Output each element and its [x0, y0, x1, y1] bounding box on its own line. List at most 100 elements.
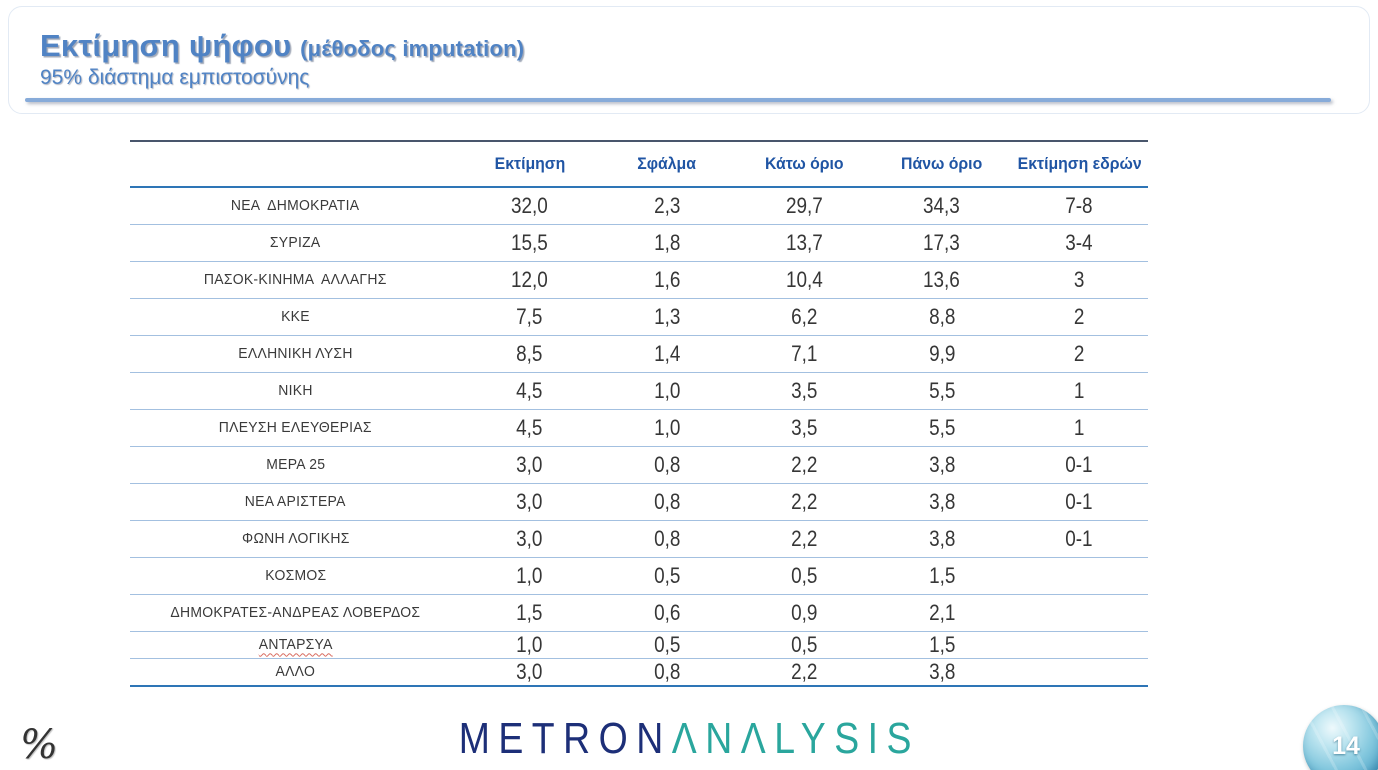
party-name: ΝΕΑ ΔΗΜΟΚΡΑΤΙΑ	[231, 196, 360, 214]
cell-value: 2	[1073, 303, 1085, 329]
value-cell: 15,5	[461, 224, 598, 261]
value-cell: 12,0	[461, 261, 598, 298]
cell-value: 4,5	[516, 377, 543, 403]
cell-value: 5,5	[928, 414, 955, 440]
value-cell: 5,5	[873, 409, 1010, 446]
value-cell: 1	[1011, 409, 1148, 446]
cell-value: 0,5	[791, 562, 818, 588]
value-cell: 2,1	[873, 594, 1010, 631]
title-underline-rule	[25, 98, 1331, 102]
page-number-badge: 14	[1303, 705, 1378, 770]
cell-value: 3,5	[791, 414, 818, 440]
value-cell: 5,5	[873, 372, 1010, 409]
metron-analysis-logo: METRONΛNΛLYSIS	[0, 714, 1378, 764]
cell-value: 8,5	[516, 340, 543, 366]
party-cell: ΑΛΛΟ	[130, 658, 461, 686]
value-cell: 0-1	[1011, 446, 1148, 483]
value-cell: 13,7	[736, 224, 873, 261]
party-name: ΠΛΕΥΣΗ ΕΛΕΥΘΕΡΙΑΣ	[218, 418, 373, 436]
cell-value: 9,9	[928, 340, 955, 366]
value-cell: 9,9	[873, 335, 1010, 372]
value-cell: 0,9	[736, 594, 873, 631]
cell-value: 3,5	[791, 377, 818, 403]
party-name: ΑΛΛΟ	[275, 662, 316, 680]
cell-value: 7,1	[791, 340, 818, 366]
party-cell: ΝΙΚΗ	[130, 372, 461, 409]
table-row: ΣΥΡΙΖΑ 15,5 1,8 13,7 17,3 3-4	[130, 224, 1148, 261]
value-cell: 7,1	[736, 335, 873, 372]
column-header: Εκτίμηση εδρών	[1011, 141, 1148, 187]
cell-value: 2,1	[928, 599, 955, 625]
cell-value: 3,8	[928, 488, 955, 514]
value-cell: 3,8	[873, 446, 1010, 483]
cell-value: 8,8	[928, 303, 955, 329]
cell-value: 1,5	[928, 562, 955, 588]
cell-value: 17,3	[923, 229, 961, 255]
value-cell: 1,8	[598, 224, 735, 261]
value-cell: 3-4	[1011, 224, 1148, 261]
party-cell: ΝΕΑ ΔΗΜΟΚΡΑΤΙΑ	[130, 187, 461, 224]
party-name: ΦΩΝΗ ΛΟΓΙΚΗΣ	[241, 529, 350, 547]
value-cell: 8,8	[873, 298, 1010, 335]
party-name: ΠΑΣΟΚ-ΚΙΝΗΜΑ ΑΛΛΑΓΗΣ	[204, 270, 387, 288]
value-cell: 2,2	[736, 446, 873, 483]
value-cell: 3,0	[461, 446, 598, 483]
vote-estimate-table-wrap: Εκτίμηση Σφάλμα Κάτω όριο Πάνω όριο Εκτίμηση…	[130, 140, 1148, 687]
page-title: Εκτίμηση ψήφου (μέθοδος imputation)	[40, 28, 524, 64]
cell-value: 4,5	[516, 414, 543, 440]
value-cell: 10,4	[736, 261, 873, 298]
page-number: 14	[1332, 731, 1360, 760]
party-name: ΣΥΡΙΖΑ	[270, 233, 321, 251]
value-cell: 1,6	[598, 261, 735, 298]
table-row: ΜΕΡΑ 25 3,0 0,8 2,2 3,8 0-1	[130, 446, 1148, 483]
party-name: ΑΝΤΑΡΣΥΑ	[258, 635, 333, 653]
logo-metron-text: METRON	[458, 714, 672, 763]
cell-value: 0,5	[791, 631, 818, 657]
party-cell: ΝΕΑ ΑΡΙΣΤΕΡΑ	[130, 483, 461, 520]
value-cell	[1011, 631, 1148, 658]
cell-value: 2,2	[791, 488, 818, 514]
cell-value: 3,0	[516, 451, 543, 477]
value-cell: 1,0	[461, 557, 598, 594]
cell-value: 1,5	[928, 631, 955, 657]
value-cell: 0-1	[1011, 520, 1148, 557]
column-header-label: Εκτίμηση εδρών	[1017, 154, 1142, 173]
cell-value: 0-1	[1065, 451, 1093, 477]
value-cell: 1,0	[461, 631, 598, 658]
cell-value: 0,5	[653, 562, 681, 588]
party-name: ΚΚΕ	[281, 307, 310, 325]
cell-value: 3,0	[516, 488, 543, 514]
cell-value: 10,4	[786, 266, 823, 292]
corner-cell	[130, 141, 461, 187]
value-cell: 2	[1011, 298, 1148, 335]
party-name: ΝΙΚΗ	[278, 381, 313, 399]
value-cell: 3,5	[736, 409, 873, 446]
value-cell: 4,5	[461, 372, 598, 409]
party-cell: ΚΟΣΜΟΣ	[130, 557, 461, 594]
table-row: ΕΛΛΗΝΙΚΗ ΛΥΣΗ 8,5 1,4 7,1 9,9 2	[130, 335, 1148, 372]
cell-value: 1,0	[516, 631, 543, 657]
value-cell: 0-1	[1011, 483, 1148, 520]
party-cell: ΔΗΜΟΚΡΑΤΕΣ-ΑΝΔΡΕΑΣ ΛΟΒΕΡΔΟΣ	[130, 594, 461, 631]
cell-value: 1,0	[653, 414, 681, 440]
cell-value: 1,5	[516, 599, 543, 625]
cell-value: 2,2	[791, 525, 818, 551]
value-cell: 3,8	[873, 658, 1010, 686]
column-header: Κάτω όριο	[736, 141, 873, 187]
cell-value: 29,7	[786, 192, 823, 218]
cell-value: 0,8	[653, 488, 681, 514]
table-row: ΚΚΕ 7,5 1,3 6,2 8,8 2	[130, 298, 1148, 335]
value-cell: 8,5	[461, 335, 598, 372]
cell-value: 12,0	[511, 266, 549, 292]
party-cell: ΚΚΕ	[130, 298, 461, 335]
value-cell: 6,2	[736, 298, 873, 335]
value-cell	[1011, 658, 1148, 686]
value-cell: 0,8	[598, 658, 735, 686]
party-name: ΔΗΜΟΚΡΑΤΕΣ-ΑΝΔΡΕΑΣ ΛΟΒΕΡΔΟΣ	[170, 603, 421, 621]
cell-value: 3,0	[516, 658, 543, 684]
cell-value: 2,2	[791, 451, 818, 477]
value-cell: 7-8	[1011, 187, 1148, 224]
cell-value: 13,6	[923, 266, 961, 292]
cell-value: 3-4	[1065, 229, 1093, 255]
